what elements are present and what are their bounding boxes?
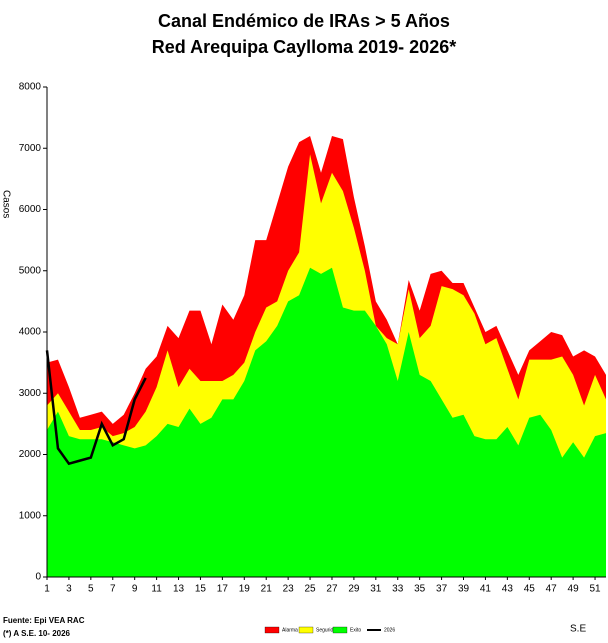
y-axis-label: Casos — [0, 190, 11, 218]
legend-label: Seguridad — [316, 627, 339, 633]
x-tick-label: 35 — [414, 584, 426, 595]
x-tick-label: 43 — [502, 584, 514, 595]
source: Fuente: Epi VEA RAC — [3, 616, 85, 625]
chart-title: Canal Endémico de IRAs > 5 Años — [158, 11, 450, 31]
note: (*) A S.E. 10- 2026 — [3, 629, 71, 638]
y-tick-label: 2000 — [19, 449, 42, 460]
chart-subtitle: Red Arequipa Caylloma 2019- 2026* — [152, 37, 456, 57]
x-tick-label: 41 — [480, 584, 492, 595]
x-tick-label: 13 — [173, 584, 185, 595]
x-tick-label: 31 — [370, 584, 382, 595]
x-tick-label: 49 — [568, 584, 580, 595]
x-tick-label: 7 — [110, 584, 116, 595]
y-tick-label: 1000 — [19, 510, 42, 521]
x-tick-label: 9 — [132, 584, 138, 595]
x-tick-label: 25 — [304, 584, 316, 595]
x-axis-label: S.E — [570, 624, 586, 635]
x-tick-label: 45 — [524, 584, 536, 595]
x-tick-label: 37 — [436, 584, 448, 595]
series-area — [47, 267, 606, 577]
x-tick-label: 27 — [326, 584, 338, 595]
x-tick-label: 11 — [151, 584, 162, 595]
x-tick-label: 47 — [546, 584, 558, 595]
x-tick-label: 33 — [392, 584, 404, 595]
x-tick-label: 21 — [261, 584, 273, 595]
x-tick-label: 51 — [589, 584, 601, 595]
x-tick-label: 3 — [66, 584, 72, 595]
legend-label: Alarma — [282, 627, 298, 633]
x-tick-label: 39 — [458, 584, 470, 595]
x-tick-label: 15 — [195, 584, 207, 595]
legend-swatch — [332, 626, 348, 634]
legend-label: 2026 — [384, 627, 395, 633]
x-tick-label: 23 — [283, 584, 295, 595]
x-tick-label: 1 — [44, 584, 50, 595]
x-tick-label: 5 — [88, 584, 94, 595]
x-tick-label: 19 — [239, 584, 251, 595]
y-tick-label: 4000 — [19, 327, 42, 338]
series-line — [45, 350, 147, 466]
y-tick-label: 5000 — [19, 265, 42, 276]
y-tick-label: 8000 — [19, 82, 42, 93]
legend-swatch — [264, 626, 280, 634]
x-tick-label: 29 — [348, 584, 360, 595]
x-tick-label: 17 — [217, 584, 229, 595]
legend-label: Exito — [350, 627, 361, 633]
y-tick-label: 7000 — [19, 143, 42, 154]
y-tick-label: 6000 — [19, 204, 42, 215]
y-tick-label: 3000 — [19, 388, 42, 399]
y-tick-label: 0 — [35, 572, 41, 583]
legend-swatch — [298, 626, 314, 634]
